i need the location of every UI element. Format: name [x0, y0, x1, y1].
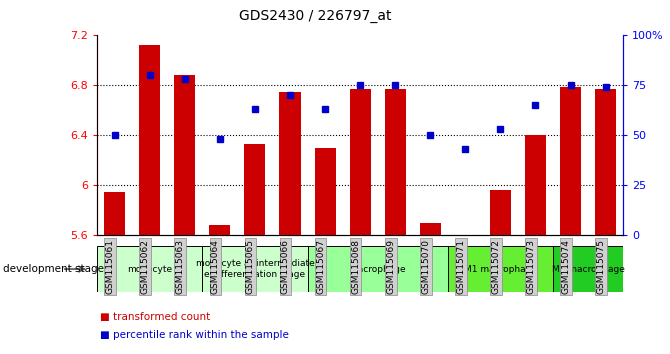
Bar: [279, 92, 301, 235]
Text: M1 macrophage: M1 macrophage: [464, 264, 537, 274]
Text: macrophage: macrophage: [349, 264, 406, 274]
Text: GSM115072: GSM115072: [491, 239, 500, 294]
Bar: [419, 223, 441, 235]
Text: ■ percentile rank within the sample: ■ percentile rank within the sample: [100, 330, 289, 339]
Bar: [308, 246, 448, 292]
Text: monocyte at intermediate
e differentiation stage: monocyte at intermediate e differentiati…: [196, 259, 314, 279]
Text: GSM115071: GSM115071: [456, 239, 465, 294]
Text: GSM115070: GSM115070: [421, 239, 430, 294]
Text: GSM115068: GSM115068: [351, 239, 360, 294]
Text: GSM115064: GSM115064: [211, 239, 220, 294]
Text: GSM115069: GSM115069: [386, 239, 395, 294]
Text: GSM115073: GSM115073: [527, 239, 535, 294]
Bar: [560, 87, 581, 235]
Bar: [202, 246, 308, 292]
Text: GSM115062: GSM115062: [141, 239, 149, 294]
Bar: [97, 246, 202, 292]
Text: GSM115061: GSM115061: [106, 239, 115, 294]
Bar: [448, 246, 553, 292]
Text: GDS2430 / 226797_at: GDS2430 / 226797_at: [239, 9, 391, 23]
Text: GSM115066: GSM115066: [281, 239, 290, 294]
Text: GSM115074: GSM115074: [561, 239, 571, 294]
Text: GSM115063: GSM115063: [176, 239, 185, 294]
Text: monocyte: monocyte: [127, 264, 172, 274]
Bar: [174, 75, 196, 235]
Text: GSM115065: GSM115065: [246, 239, 255, 294]
Bar: [553, 246, 623, 292]
Bar: [209, 225, 230, 235]
Text: GSM115075: GSM115075: [596, 239, 606, 294]
Bar: [314, 148, 336, 235]
Bar: [139, 45, 160, 235]
Bar: [385, 89, 406, 235]
Bar: [525, 135, 546, 235]
Text: ■ transformed count: ■ transformed count: [100, 312, 211, 322]
Bar: [595, 89, 616, 235]
Bar: [350, 89, 371, 235]
Text: M2 macrophage: M2 macrophage: [551, 264, 624, 274]
Bar: [104, 192, 125, 235]
Text: development stage: development stage: [3, 264, 105, 274]
Bar: [245, 144, 265, 235]
Text: GSM115067: GSM115067: [316, 239, 325, 294]
Bar: [490, 190, 511, 235]
